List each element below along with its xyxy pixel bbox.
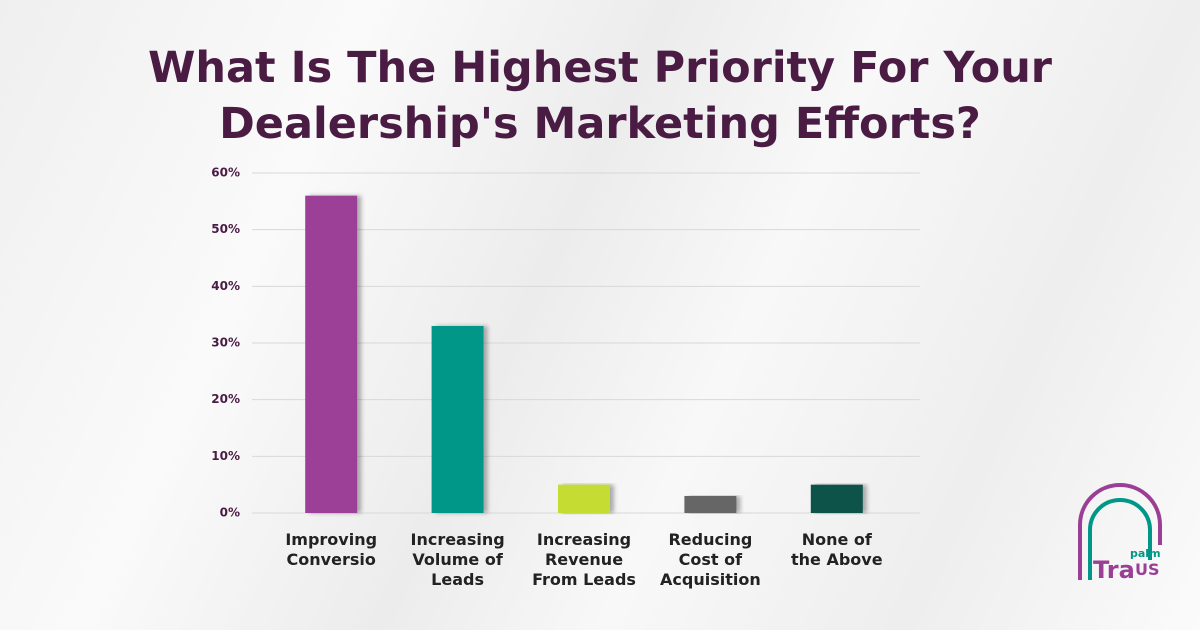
x-tick-label: Improving Conversio: [285, 530, 378, 569]
y-tick-label: 0%: [220, 506, 240, 520]
x-tick-label: Increasing Volume of Leads: [410, 530, 505, 589]
logo-text: US: [1135, 560, 1160, 579]
logo-text: palm: [1130, 547, 1161, 560]
x-tick-label: Increasing Revenue From Leads: [532, 530, 636, 589]
y-tick-label: 10%: [211, 449, 240, 463]
x-tick-label: Reducing Cost of Acquisition: [660, 530, 761, 589]
bar: [431, 326, 484, 513]
chart-title: What Is The Highest Priority For Your De…: [147, 43, 1053, 149]
y-tick-label: 20%: [211, 392, 240, 406]
x-tick-label: None of the Above: [791, 530, 883, 569]
y-tick-label: 30%: [211, 336, 240, 350]
bar: [558, 484, 610, 513]
logo-arc: [1088, 498, 1152, 580]
bar: [684, 496, 737, 513]
bar: [305, 195, 358, 513]
bar: [810, 484, 863, 513]
logo-text: Tra: [1093, 556, 1135, 584]
y-tick-label: 40%: [211, 279, 240, 293]
y-tick-label: 60%: [211, 166, 240, 180]
logo-arc: [1078, 483, 1162, 580]
y-tick-label: 50%: [211, 222, 240, 236]
